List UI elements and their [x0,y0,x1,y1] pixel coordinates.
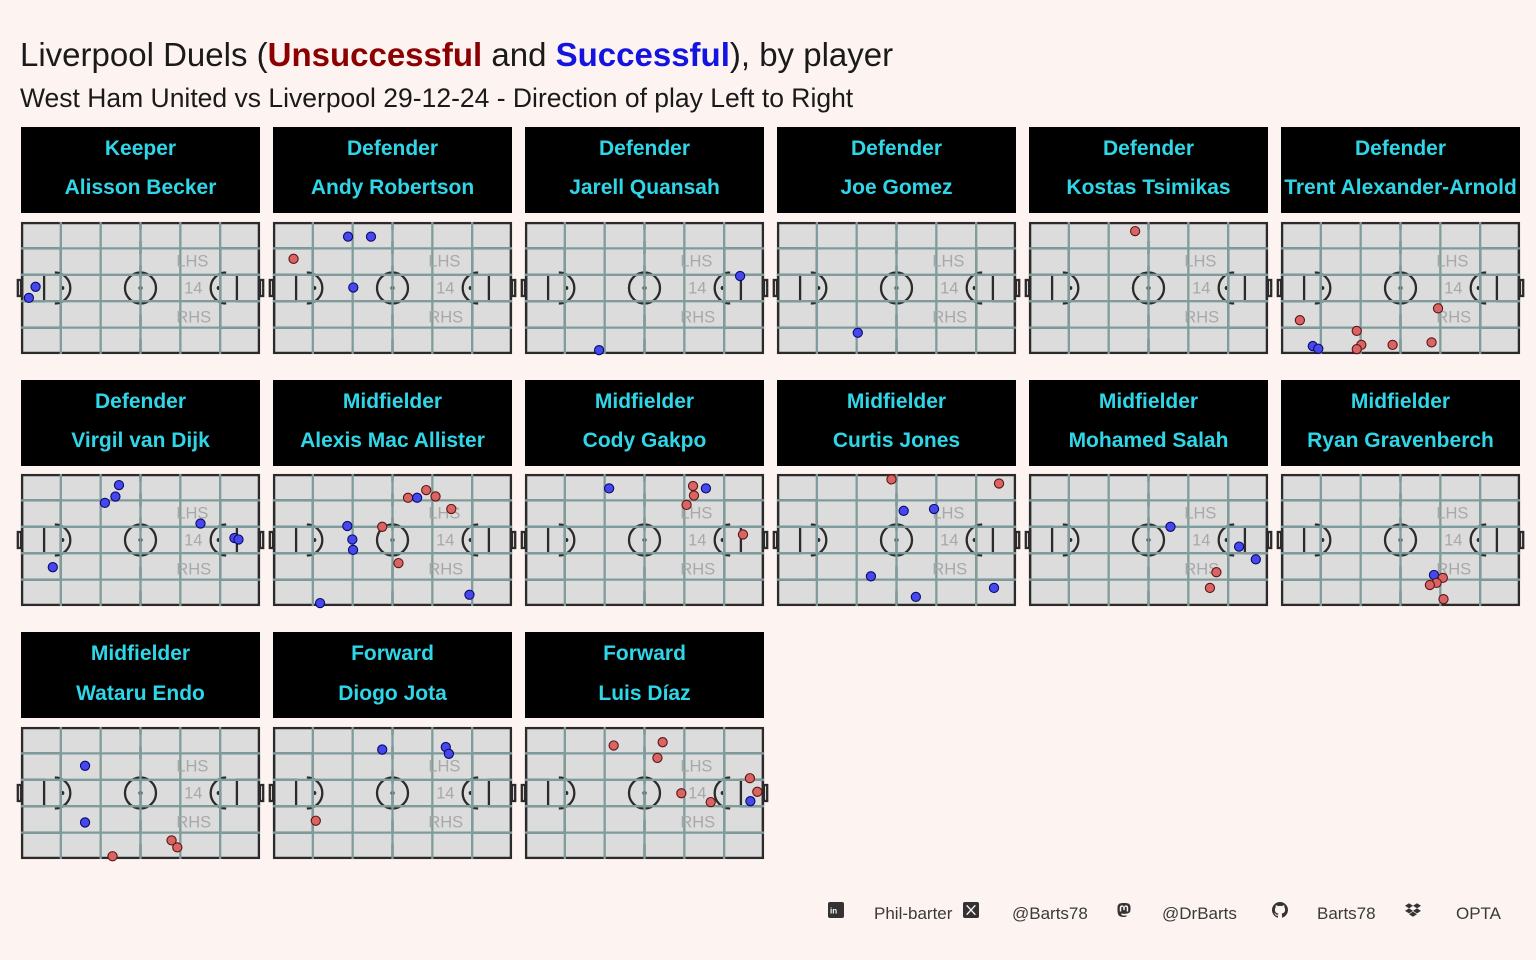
svg-text:in: in [830,906,837,915]
svg-text:RHS: RHS [176,308,211,326]
svg-text:RHS: RHS [428,561,463,579]
svg-text:LHS: LHS [1184,252,1216,270]
svg-text:RHS: RHS [680,308,715,326]
svg-text:RHS: RHS [932,308,967,326]
svg-text:RHS: RHS [428,813,463,831]
svg-text:RHS: RHS [428,308,463,326]
svg-text:LHS: LHS [932,252,964,270]
svg-text:14: 14 [184,532,202,550]
svg-text:14: 14 [1192,532,1210,550]
svg-text:RHS: RHS [1184,308,1219,326]
svg-text:14: 14 [436,279,454,297]
svg-text:LHS: LHS [1184,505,1216,523]
svg-text:14: 14 [184,784,202,802]
svg-text:14: 14 [940,532,958,550]
svg-text:LHS: LHS [428,757,460,775]
svg-text:LHS: LHS [428,252,460,270]
svg-text:RHS: RHS [680,561,715,579]
svg-text:14: 14 [940,279,958,297]
svg-text:LHS: LHS [680,252,712,270]
svg-text:14: 14 [688,279,706,297]
svg-text:14: 14 [688,784,706,802]
svg-text:RHS: RHS [680,813,715,831]
svg-text:RHS: RHS [176,813,211,831]
svg-text:LHS: LHS [1436,505,1468,523]
svg-text:14: 14 [436,784,454,802]
svg-text:14: 14 [1444,532,1462,550]
svg-text:RHS: RHS [176,561,211,579]
svg-text:14: 14 [436,532,454,550]
svg-text:LHS: LHS [1436,252,1468,270]
svg-text:14: 14 [184,279,202,297]
svg-text:LHS: LHS [176,757,208,775]
svg-text:LHS: LHS [680,757,712,775]
svg-text:14: 14 [688,532,706,550]
svg-text:RHS: RHS [932,561,967,579]
svg-text:14: 14 [1192,279,1210,297]
svg-text:14: 14 [1444,279,1462,297]
svg-text:LHS: LHS [176,252,208,270]
